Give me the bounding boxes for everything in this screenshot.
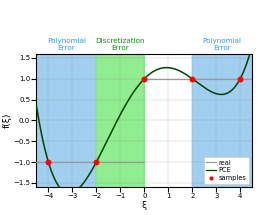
Text: Discretization
Error: Discretization Error: [96, 38, 145, 51]
Point: [238, 77, 242, 80]
Legend: real, PCE, samples: real, PCE, samples: [204, 157, 249, 184]
Bar: [36, 54, 96, 187]
Point: [190, 77, 194, 80]
Text: Polynomial
Error: Polynomial Error: [47, 38, 86, 51]
Bar: [192, 54, 252, 187]
Point: [46, 160, 50, 164]
Point: [94, 160, 99, 164]
Bar: [96, 54, 144, 187]
Text: Polynomial
Error: Polynomial Error: [203, 38, 242, 51]
X-axis label: ξ: ξ: [142, 201, 147, 210]
Y-axis label: f(ξ): f(ξ): [3, 113, 12, 128]
Point: [142, 77, 146, 80]
